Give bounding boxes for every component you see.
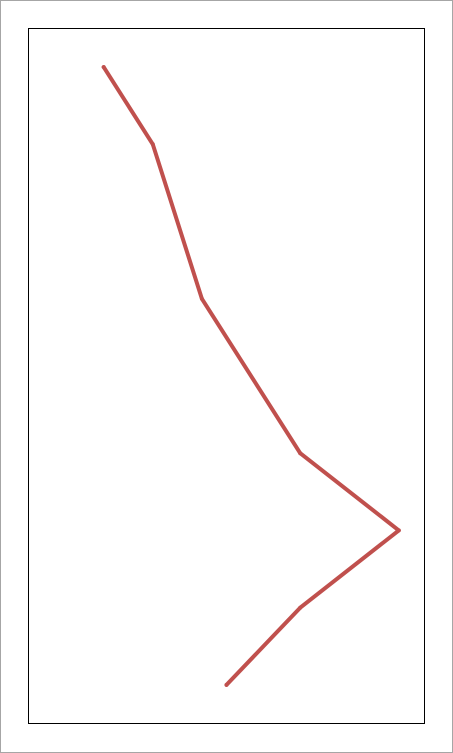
data-point-1-1 bbox=[101, 65, 106, 70]
data-point-1-6 bbox=[298, 605, 303, 610]
data-point-1-2 bbox=[150, 142, 155, 147]
series-layer bbox=[101, 65, 401, 687]
data-point-1-3 bbox=[199, 296, 204, 301]
data-point-1-4 bbox=[298, 451, 303, 456]
data-point-1-7 bbox=[224, 682, 229, 687]
plot-area bbox=[28, 28, 425, 724]
data-point-1-5 bbox=[396, 528, 401, 533]
